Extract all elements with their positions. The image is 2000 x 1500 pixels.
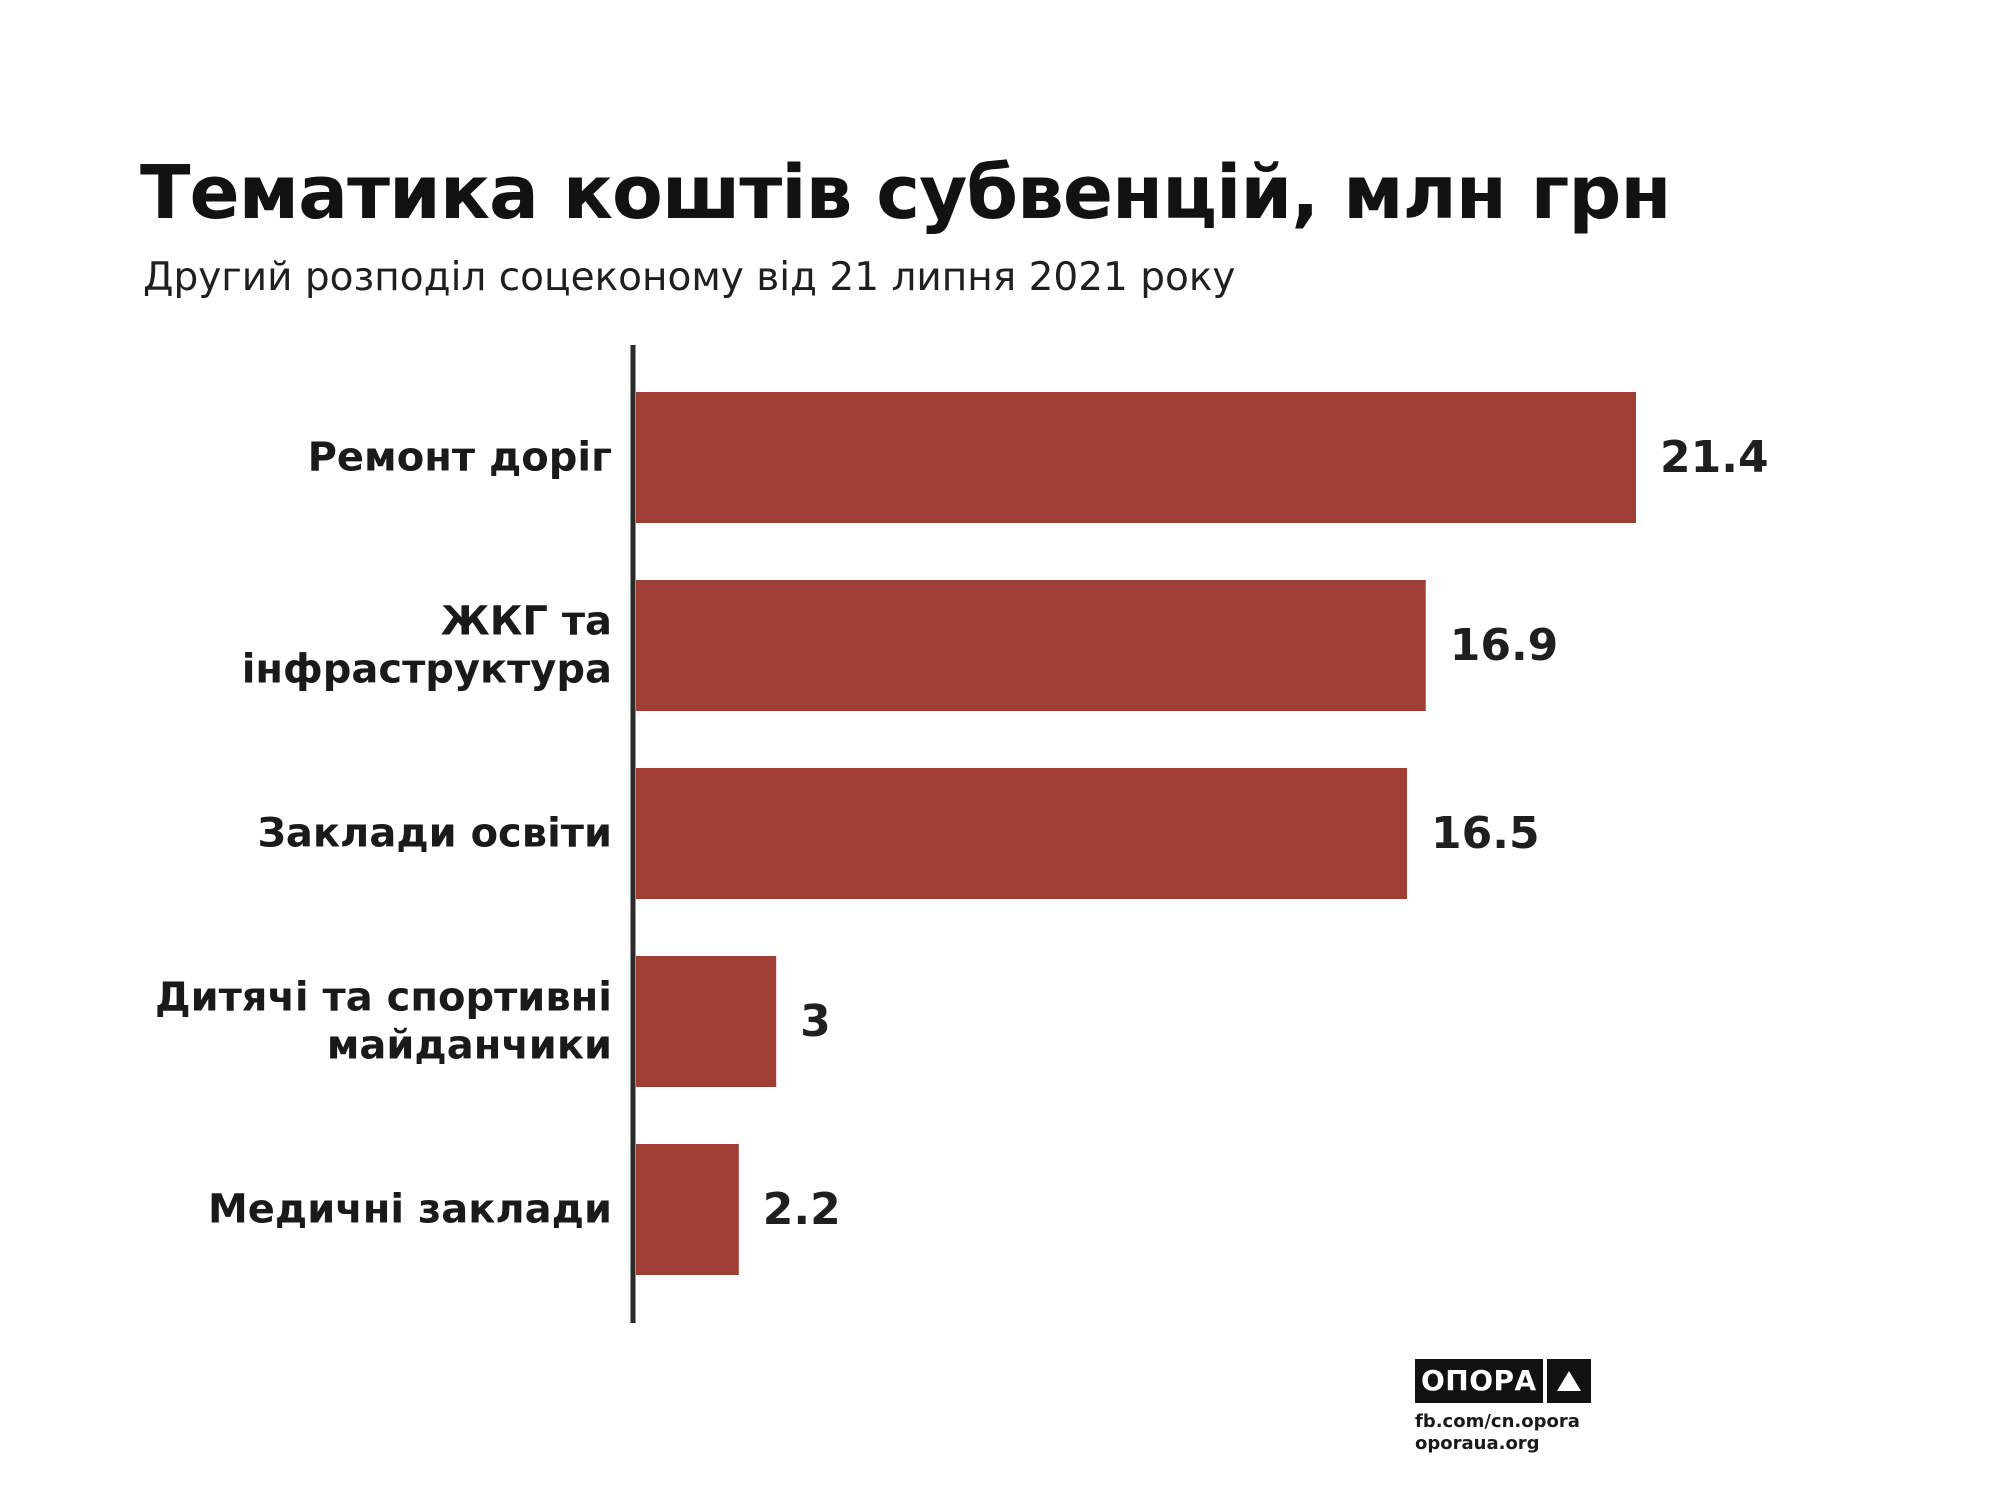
bar-0 (636, 392, 1636, 523)
value-label-2: 16.5 (1431, 808, 1540, 859)
bars-layer (636, 392, 1636, 1275)
chart-subtitle: Другий розподіл соцеконому від 21 липня … (143, 255, 1236, 300)
bar-1 (636, 580, 1426, 711)
value-label-1: 16.9 (1450, 620, 1559, 671)
value-label-4: 2.2 (763, 1184, 841, 1235)
logo-mark: ОПОРА (1415, 1359, 1591, 1403)
category-label-0: Ремонт доріг (308, 435, 612, 481)
facebook-link[interactable]: fb.com/cn.opora (1415, 1411, 1580, 1432)
category-label-3: Дитячі та спортивні майданчики (155, 975, 612, 1069)
opora-logo: ОПОРА fb.com/cn.opora oporaua.org (1415, 1359, 1591, 1455)
website-link[interactable]: oporaua.org (1415, 1433, 1540, 1454)
bar-3 (636, 956, 777, 1087)
logo-wordmark: ОПОРА (1415, 1359, 1543, 1403)
category-label-4: Медичні заклади (208, 1187, 612, 1233)
chart-title: Тематика коштів субвенцій, млн грн (140, 150, 1671, 236)
value-label-0: 21.4 (1660, 432, 1769, 483)
category-labels-layer: Ремонт доріг ЖКГ та інфраструктура Заклади … (155, 435, 612, 1233)
triangle-icon (1546, 1359, 1591, 1403)
bar-2 (636, 768, 1408, 899)
value-labels-layer: 21.4 16.9 16.5 3 2.2 (763, 432, 1769, 1235)
category-label-1: ЖКГ та інфраструктура (242, 599, 612, 693)
bar-4 (636, 1144, 739, 1275)
category-label-2: Заклади освіти (257, 811, 612, 857)
value-label-3: 3 (800, 996, 831, 1047)
